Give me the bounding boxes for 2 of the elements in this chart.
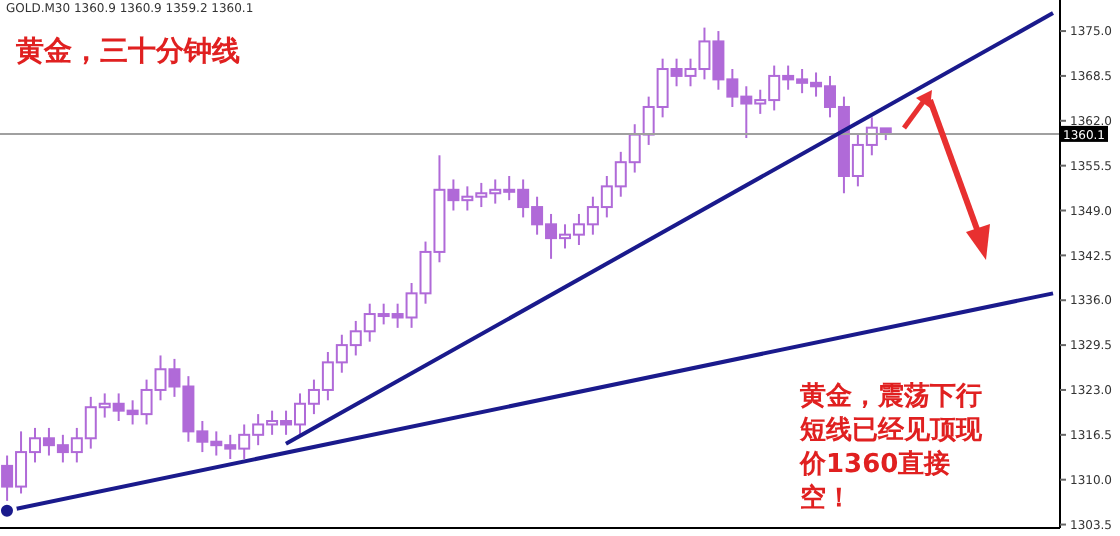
annotation: 黄金，震荡下行短线已经见顶现价1360直接空！ — [800, 380, 984, 516]
text: 黄金，三十分钟线 — [16, 34, 240, 70]
